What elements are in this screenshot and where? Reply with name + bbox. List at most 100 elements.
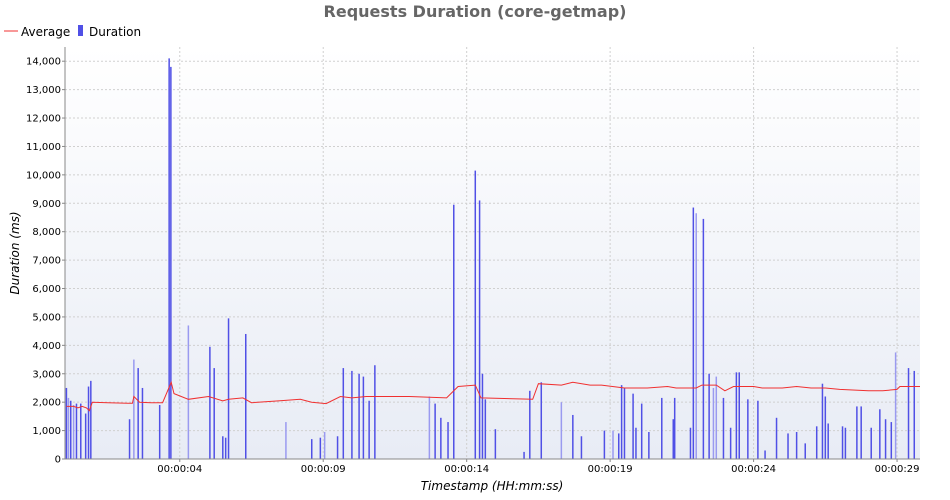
x-tick-label: 00:00:19 [588, 464, 633, 475]
duration-bar [447, 422, 449, 459]
duration-bar [209, 346, 211, 459]
duration-bar [617, 433, 620, 459]
duration-bar [689, 427, 692, 459]
x-tick-label: 00:00:29 [875, 464, 920, 475]
y-tick-label: 7,000 [32, 256, 61, 267]
duration-bar [67, 397, 70, 459]
duration-bar [428, 396, 431, 459]
legend-duration-swatch [78, 25, 83, 36]
duration-bar [170, 66, 172, 460]
y-tick-label: 5,000 [32, 312, 61, 323]
duration-bar [787, 433, 789, 459]
x-tick-label: 00:00:09 [301, 464, 346, 475]
duration-bar [894, 352, 897, 459]
y-tick-label: 13,000 [26, 85, 61, 96]
duration-bar [735, 372, 738, 459]
duration-bar [775, 417, 778, 459]
y-tick-label: 3,000 [32, 369, 61, 380]
y-axis-label: Duration (ms) [8, 211, 22, 294]
duration-bar [87, 386, 90, 459]
duration-bar [884, 419, 887, 459]
duration-bar [890, 422, 893, 459]
duration-bar [523, 451, 525, 459]
x-axis-label: Timestamp (HH:mm:ss) [421, 479, 564, 493]
grid [65, 47, 920, 459]
duration-bar [540, 382, 543, 459]
duration-bar [648, 432, 650, 459]
duration-bar [187, 325, 190, 459]
duration-bar [913, 370, 916, 459]
duration-bar [747, 399, 749, 459]
legend-average-label: Average [21, 25, 70, 39]
duration-bar [603, 430, 606, 459]
duration-bar [620, 385, 623, 459]
duration-bar [764, 450, 766, 459]
duration-bar [137, 368, 139, 459]
duration-bar [323, 432, 326, 459]
x-tick-label: 00:00:04 [157, 464, 202, 475]
duration-bar [440, 417, 442, 459]
duration-bar [572, 414, 574, 459]
chart-title: Requests Duration (core-getmap) [324, 2, 627, 21]
duration-bar [722, 397, 725, 459]
duration-bar [757, 400, 759, 459]
duration-bar [661, 397, 663, 459]
duration-bar [672, 419, 675, 459]
duration-bar [708, 373, 710, 459]
duration-bar [342, 368, 345, 459]
duration-bar [635, 427, 637, 459]
duration-bar [213, 368, 215, 459]
x-tick-label: 00:00:24 [731, 464, 776, 475]
duration-bar [319, 437, 322, 459]
duration-bar [358, 373, 360, 459]
duration-bars [65, 58, 916, 460]
duration-bar [362, 376, 365, 459]
duration-bar [90, 380, 92, 459]
y-ticks: 0 1,000 2,000 3,000 4,000 5,000 6,000 7,000 8,00… [26, 57, 65, 466]
y-tick-label: 2,000 [32, 398, 61, 409]
duration-bar [478, 200, 481, 459]
average-line [66, 380, 920, 412]
duration-bar [738, 372, 740, 459]
duration-bar [560, 402, 563, 459]
y-tick-label: 9,000 [32, 199, 61, 210]
duration-bar [879, 409, 881, 459]
duration-bar [368, 400, 370, 459]
legend-duration-label: Duration [89, 25, 141, 39]
y-tick-label: 1,000 [32, 426, 61, 437]
duration-bar [673, 397, 676, 459]
duration-bar [580, 436, 583, 459]
duration-bar [65, 387, 68, 459]
duration-bar [222, 436, 224, 459]
duration-bar [623, 387, 626, 459]
duration-bar [141, 387, 144, 459]
duration-bar [815, 426, 818, 459]
duration-bar [695, 213, 697, 459]
duration-bar [856, 406, 858, 459]
y-tick-label: 11,000 [26, 142, 61, 153]
y-tick-label: 12,000 [26, 114, 61, 125]
duration-bar [168, 58, 170, 460]
duration-bar [712, 387, 715, 459]
duration-bar [434, 403, 436, 459]
duration-bar [80, 403, 82, 459]
duration-bar [84, 413, 87, 459]
duration-bar [336, 436, 339, 459]
duration-bar [69, 400, 72, 459]
duration-bar [824, 396, 827, 459]
duration-bar [729, 427, 732, 459]
y-tick-label: 0 [55, 455, 61, 466]
x-ticks: 00:00:04 00:00:09 00:00:14 00:00:19 00:00:24… [157, 459, 920, 475]
duration-bar [692, 207, 695, 459]
duration-bar [158, 405, 161, 459]
duration-bar [285, 422, 287, 459]
y-tick-label: 14,000 [26, 57, 61, 68]
duration-bar [529, 390, 531, 459]
duration-bar [310, 439, 313, 459]
duration-bar [133, 359, 135, 459]
duration-bar [227, 318, 230, 459]
duration-bar [75, 403, 78, 459]
duration-bar [374, 365, 376, 459]
